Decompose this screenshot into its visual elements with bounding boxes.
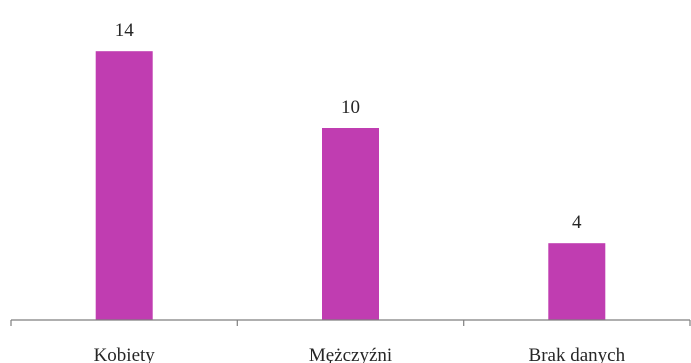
data-label-0: 14 (115, 20, 135, 41)
data-label-1: 10 (341, 97, 360, 118)
x-axis (10, 319, 691, 326)
bar-0 (95, 51, 153, 320)
bar-1 (322, 128, 379, 320)
data-labels-group: 14 10 4 (115, 20, 582, 233)
data-label-2: 4 (572, 212, 582, 233)
category-label-1: Mężczyźni (309, 345, 392, 363)
bars-group (95, 51, 606, 320)
category-label-2: Brak danych (529, 345, 626, 363)
bar-2 (548, 243, 606, 320)
category-label-0: Kobiety (94, 345, 156, 363)
category-labels-group: Kobiety Mężczyźni Brak danych (94, 345, 626, 363)
